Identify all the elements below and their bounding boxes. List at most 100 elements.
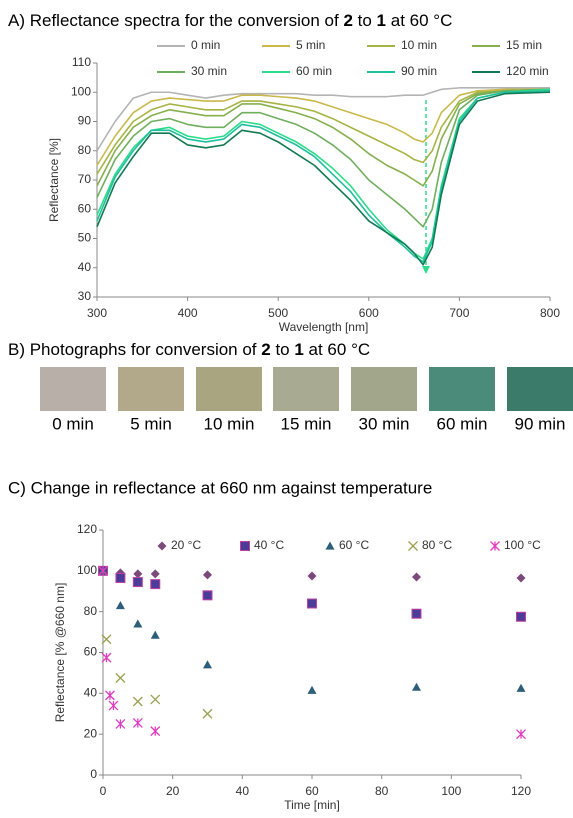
x-axis-label: Time [min] [284, 798, 340, 812]
legend-label: 10 min [401, 38, 437, 52]
point [150, 579, 161, 590]
line-series [96, 88, 551, 228]
point [101, 652, 112, 663]
point [203, 660, 212, 669]
arrow-head [422, 266, 430, 274]
legend-label: 40 °C [254, 538, 284, 552]
y-axis-label: Reflectance [% @660 nm] [53, 583, 67, 723]
line-series [96, 89, 551, 263]
photo-label: 10 min [203, 414, 254, 433]
x-tick-label: 400 [178, 306, 198, 320]
point [115, 718, 126, 729]
legend-label: 120 min [506, 64, 549, 78]
point [108, 700, 119, 711]
line-series [96, 88, 551, 175]
x-tick-label: 80 [375, 784, 389, 798]
legend-label: 20 °C [171, 538, 201, 552]
title-part: to [353, 11, 377, 30]
point [516, 573, 526, 583]
y-tick-label: 50 [78, 231, 92, 245]
y-axis-label: Reflectance [%] [47, 138, 61, 222]
x-tick-label: 20 [166, 784, 180, 798]
legend-label: 60 °C [339, 538, 369, 552]
y-tick-label: 80 [78, 143, 92, 157]
line-series [96, 88, 550, 166]
title-part: 2 [343, 11, 352, 30]
x-tick-label: 100 [441, 784, 461, 798]
legend-label: 15 min [506, 38, 542, 52]
photo [196, 367, 262, 411]
point [150, 694, 161, 705]
point [105, 690, 115, 701]
photo [351, 367, 417, 411]
title-part: at 60 °C [304, 340, 370, 359]
x-tick-label: 60 [305, 784, 319, 798]
y-tick-label: 100 [77, 563, 97, 577]
y-tick-label: 100 [71, 84, 91, 98]
y-tick-label: 40 [78, 260, 92, 274]
legend-label: 5 min [296, 38, 325, 52]
legend-label: 30 min [191, 64, 227, 78]
line-series [96, 91, 551, 266]
point [150, 569, 160, 579]
point [133, 569, 143, 579]
x-tick-label: 40 [236, 784, 250, 798]
legend-label: 60 min [296, 64, 332, 78]
point [516, 729, 526, 740]
photo-label: 0 min [52, 414, 94, 433]
x-tick-label: 120 [511, 784, 531, 798]
title-part: A) Reflectance spectra for the conversio… [8, 11, 343, 30]
point [150, 630, 160, 639]
panel-b-title: B) Photographs for conversion of 2 to 1 … [8, 340, 370, 359]
point [412, 572, 421, 582]
point [115, 572, 126, 583]
point [516, 611, 526, 622]
title-part: 2 [261, 340, 270, 359]
legend-label: 90 min [401, 64, 437, 78]
legend-marker [408, 541, 418, 551]
photo-label: 30 min [358, 414, 409, 433]
point [203, 570, 212, 580]
title-part: B) Photographs for conversion of [8, 340, 261, 359]
y-tick-label: 70 [78, 172, 92, 186]
legend-label: 80 °C [422, 538, 452, 552]
photo [429, 367, 495, 411]
photo-label: 5 min [130, 414, 172, 433]
point [202, 590, 213, 601]
photo-label: 15 min [280, 414, 331, 433]
point [150, 726, 161, 737]
y-tick-label: 0 [90, 767, 97, 781]
x-tick-label: 600 [359, 306, 379, 320]
x-axis-label: Wavelength [nm] [279, 320, 369, 334]
y-tick-label: 60 [84, 645, 98, 659]
photo-label: 60 min [436, 414, 487, 433]
photo [273, 367, 339, 411]
title-part: 1 [377, 11, 386, 30]
point [115, 673, 126, 683]
legend-marker [325, 541, 335, 550]
y-tick-label: 60 [78, 201, 92, 215]
legend-label: 0 min [191, 38, 220, 52]
legend-marker [157, 541, 167, 551]
y-tick-label: 120 [77, 522, 97, 536]
panel-a-title: A) Reflectance spectra for the conversio… [8, 11, 452, 30]
x-tick-label: 700 [449, 306, 469, 320]
point [132, 696, 143, 707]
x-tick-label: 0 [100, 784, 107, 798]
y-tick-label: 30 [78, 289, 92, 303]
point [307, 685, 317, 694]
legend-label: 100 °C [504, 538, 541, 552]
y-tick-label: 20 [84, 726, 98, 740]
title-part: 1 [294, 340, 303, 359]
point [202, 708, 213, 719]
photo [507, 367, 573, 411]
point [101, 634, 112, 645]
point [307, 571, 317, 581]
y-tick-label: 40 [84, 686, 98, 700]
title-part: at 60 °C [386, 11, 452, 30]
line-series [96, 87, 550, 152]
x-tick-label: 300 [87, 306, 107, 320]
x-tick-label: 500 [268, 306, 288, 320]
legend-marker [240, 541, 250, 551]
